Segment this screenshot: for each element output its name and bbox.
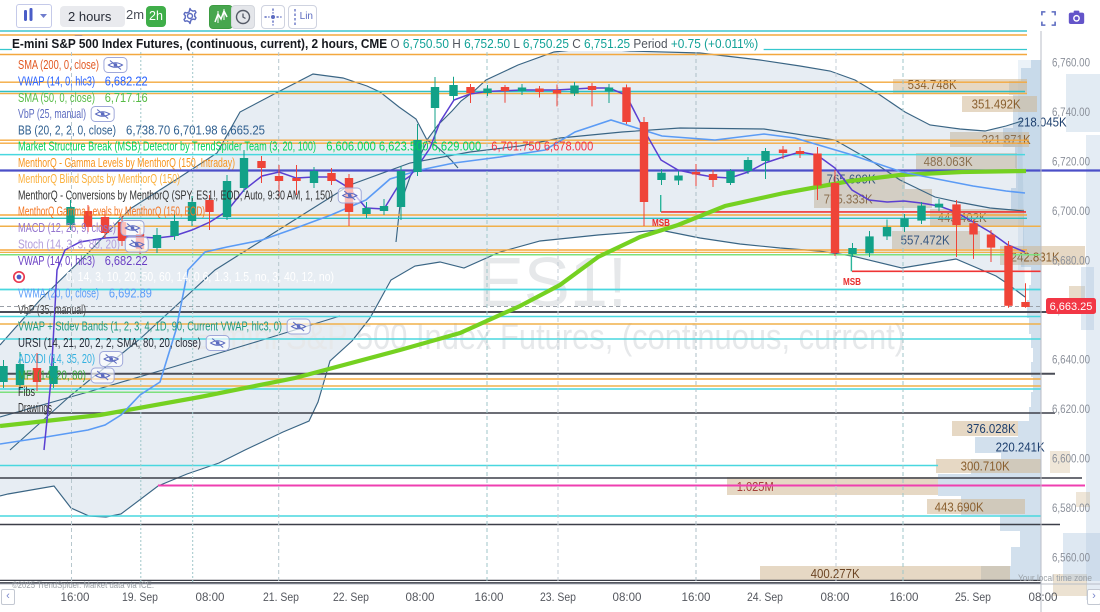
svg-text:MFI (14, 20, 80): MFI (14, 20, 80) bbox=[18, 369, 86, 383]
svg-text:534.748K: 534.748K bbox=[908, 77, 957, 92]
svg-text:BB (20, 2, 2, 0, close): BB (20, 2, 2, 0, close) bbox=[18, 124, 116, 138]
svg-text:21. Sep: 21. Sep bbox=[263, 590, 299, 604]
svg-text:220.241K: 220.241K bbox=[996, 440, 1045, 455]
svg-text:6,692.89: 6,692.89 bbox=[109, 287, 152, 301]
svg-text:MSB: MSB bbox=[652, 218, 670, 229]
svg-text:6,682.22: 6,682.22 bbox=[105, 254, 148, 268]
svg-text:6,701.750 6,678.000: 6,701.750 6,678.000 bbox=[491, 140, 593, 154]
svg-text:16:00: 16:00 bbox=[475, 590, 504, 604]
svg-text:488.063K: 488.063K bbox=[924, 154, 973, 169]
svg-text:6,600.00: 6,600.00 bbox=[1052, 452, 1090, 466]
svg-text:MenthorQ Blind Spots by Mentho: MenthorQ Blind Spots by MenthorQ (150) bbox=[18, 172, 180, 186]
svg-text:08:00: 08:00 bbox=[613, 590, 642, 604]
svg-text:VWAP (14, 0, hlc3): VWAP (14, 0, hlc3) bbox=[18, 75, 95, 89]
svg-text:MSB: MSB bbox=[843, 277, 861, 288]
svg-text:23. Sep: 23. Sep bbox=[540, 590, 576, 604]
svg-text:MenthorQ - Conversions by Ment: MenthorQ - Conversions by MenthorQ (SPY,… bbox=[18, 189, 333, 203]
svg-text:6,760.00: 6,760.00 bbox=[1052, 56, 1090, 70]
svg-text:6,682.22: 6,682.22 bbox=[105, 75, 148, 89]
svg-text:6,720.00: 6,720.00 bbox=[1052, 155, 1090, 169]
svg-text:6,700.00: 6,700.00 bbox=[1052, 204, 1090, 218]
svg-text:6,680.00: 6,680.00 bbox=[1052, 254, 1090, 268]
svg-text:08:00: 08:00 bbox=[406, 590, 435, 604]
svg-text:VbP (35, manual): VbP (35, manual) bbox=[18, 303, 86, 317]
svg-text:MenthorQ - Gamma Levels by Men: MenthorQ - Gamma Levels by MenthorQ (150… bbox=[18, 156, 235, 170]
svg-text:16:00: 16:00 bbox=[890, 590, 919, 604]
svg-text:6,640.00: 6,640.00 bbox=[1052, 353, 1090, 367]
svg-text:08:00: 08:00 bbox=[821, 590, 850, 604]
svg-text:16:00: 16:00 bbox=[61, 590, 90, 604]
svg-text:08:00: 08:00 bbox=[196, 590, 225, 604]
svg-text:URSI (14, 21, 20, 2, 2, SMA, 8: URSI (14, 21, 20, 2, 2, SMA, 80, 20, clo… bbox=[18, 336, 201, 350]
svg-text:22. Sep: 22. Sep bbox=[333, 590, 369, 604]
svg-text:300.710K: 300.710K bbox=[961, 459, 1010, 474]
svg-text:16:00: 16:00 bbox=[682, 590, 711, 604]
svg-text:376.028K: 376.028K bbox=[967, 421, 1016, 436]
svg-text:351.492K: 351.492K bbox=[972, 97, 1021, 112]
svg-text:0, 14, 3, 10, 20, 50, 60, 14,: 0, 14, 3, 10, 20, 50, 60, 14, 0.6, 1.3, … bbox=[66, 270, 334, 284]
svg-text:400.277K: 400.277K bbox=[811, 566, 860, 581]
svg-text:218.045K: 218.045K bbox=[1018, 115, 1067, 130]
svg-text:443.690K: 443.690K bbox=[935, 500, 984, 515]
svg-text:VbP (25, manual): VbP (25, manual) bbox=[18, 107, 86, 121]
svg-text:557.472K: 557.472K bbox=[901, 233, 950, 248]
svg-text:Drawings: Drawings bbox=[18, 401, 52, 415]
svg-text:6,740.00: 6,740.00 bbox=[1052, 105, 1090, 119]
svg-text:VWAP + Stdev Bands (1, 2, 3, 4: VWAP + Stdev Bands (1, 2, 3, 4, 1D, 90, … bbox=[18, 320, 282, 334]
svg-text:MACD (12, 26, 9, close): MACD (12, 26, 9, close) bbox=[18, 221, 116, 235]
svg-text:24. Sep: 24. Sep bbox=[747, 590, 783, 604]
svg-text:08:00: 08:00 bbox=[1029, 590, 1058, 604]
svg-text:19. Sep: 19. Sep bbox=[122, 590, 158, 604]
svg-text:6,606.000 6,623.500 6,629.000: 6,606.000 6,623.500 6,629.000 bbox=[326, 140, 481, 154]
svg-text:6,663.25: 6,663.25 bbox=[1050, 301, 1093, 313]
svg-text:6,717.16: 6,717.16 bbox=[105, 91, 148, 105]
svg-text:ADXDI (14, 35, 20): ADXDI (14, 35, 20) bbox=[18, 352, 95, 366]
svg-text:SMA (50, 0, close): SMA (50, 0, close) bbox=[18, 91, 95, 105]
svg-text:SMA (200, 0, close): SMA (200, 0, close) bbox=[18, 58, 99, 72]
svg-text:6,620.00: 6,620.00 bbox=[1052, 402, 1090, 416]
svg-text:Fibs: Fibs bbox=[18, 385, 35, 399]
svg-text:MenthorQ Gamma Levels by Menth: MenthorQ Gamma Levels by MenthorQ (150, … bbox=[18, 205, 205, 219]
svg-text:VWAP (14, 0, hlc3): VWAP (14, 0, hlc3) bbox=[18, 254, 95, 268]
svg-text:Your local time zone: Your local time zone bbox=[1018, 573, 1092, 584]
svg-text:25. Sep: 25. Sep bbox=[955, 590, 991, 604]
svg-text:VWMA (20, 0, close): VWMA (20, 0, close) bbox=[18, 287, 99, 301]
svg-text:Stoch (14, 3, 3, 80, 20): Stoch (14, 3, 3, 80, 20) bbox=[18, 238, 120, 252]
svg-text:6,560.00: 6,560.00 bbox=[1052, 551, 1090, 565]
svg-text:Market Structure Break (MSB) D: Market Structure Break (MSB) Detector by… bbox=[18, 140, 316, 154]
svg-text:6,580.00: 6,580.00 bbox=[1052, 501, 1090, 515]
svg-text:242.831K: 242.831K bbox=[1011, 250, 1060, 265]
svg-text:©2025 TrendSpider. Market data: ©2025 TrendSpider. Market data via ICE. bbox=[12, 580, 154, 591]
svg-text:6,738.70 6,701.98 6,665.25: 6,738.70 6,701.98 6,665.25 bbox=[126, 124, 265, 138]
